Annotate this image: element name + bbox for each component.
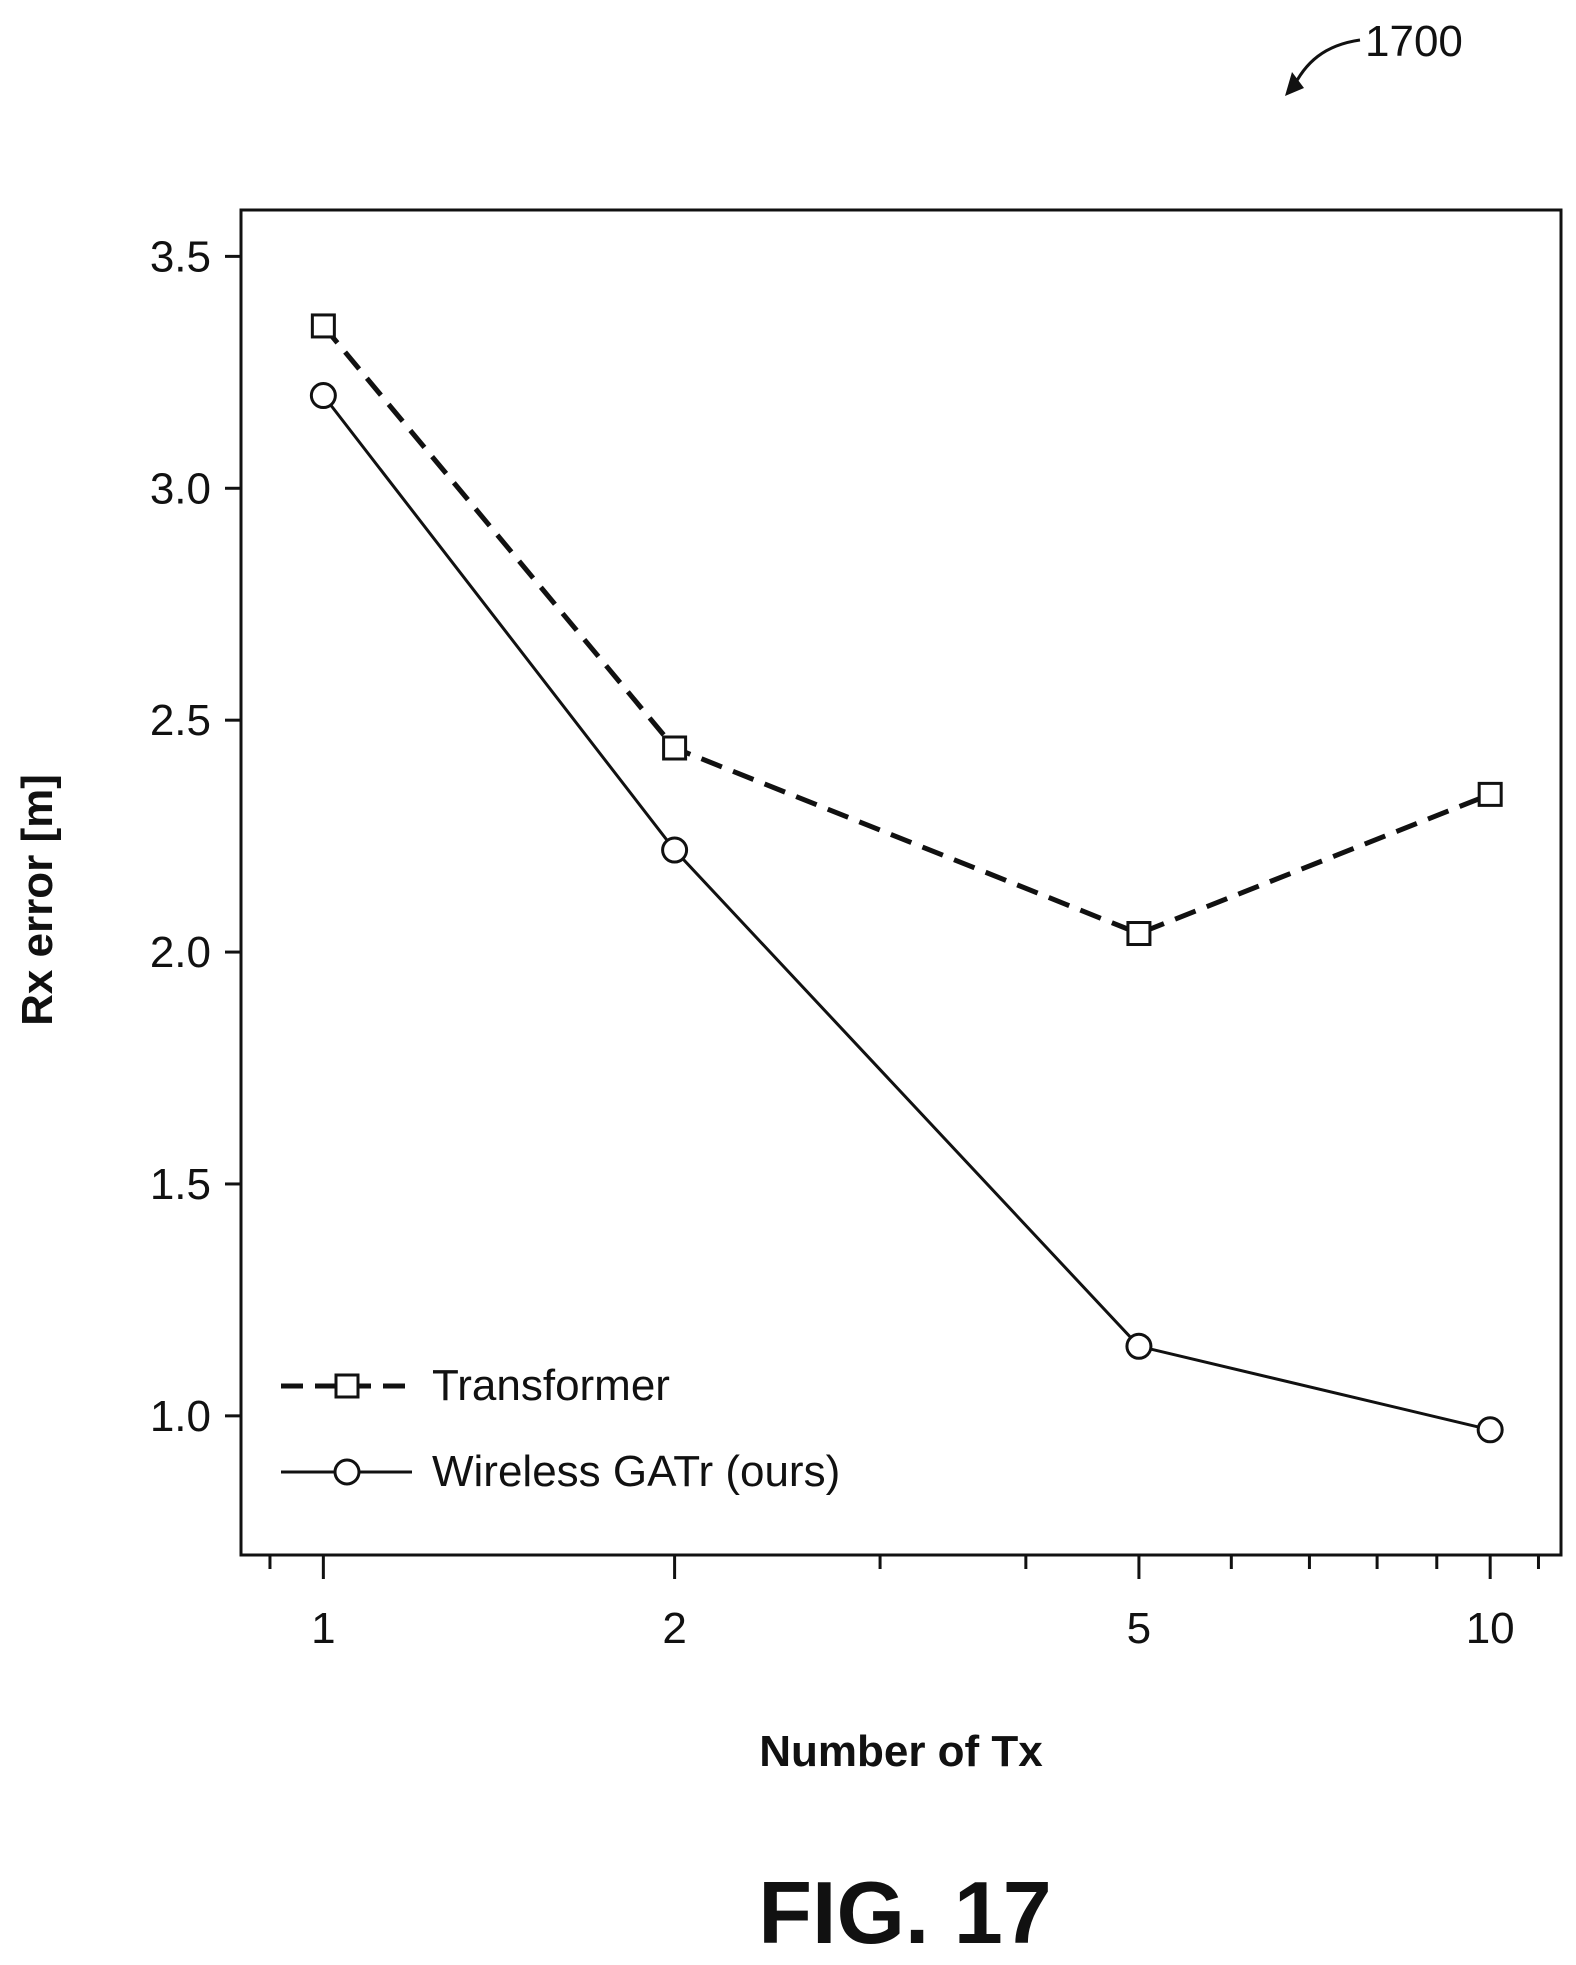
x-tick-label: 2	[662, 1604, 686, 1653]
y-axis: 1.0 1.5 2.0 2.5 3.0 3.5	[150, 232, 241, 1441]
y-tick-label: 1.5	[150, 1160, 211, 1209]
reference-number: 1700	[1365, 17, 1463, 66]
data-point-transformer	[662, 735, 688, 761]
series-line-transformer	[321, 324, 1492, 937]
legend-marker-transformer	[334, 1373, 360, 1399]
y-tick-label: 2.5	[150, 696, 211, 745]
plot-area	[239, 208, 1563, 1557]
x-axis: 1 2 5 10	[268, 1555, 1540, 1653]
reference-arrow	[1290, 38, 1361, 91]
data-point-transformer	[310, 313, 336, 339]
data-point-wireless-gatr-ours	[1125, 1332, 1153, 1360]
series-line-wireless-gatr-ours	[322, 394, 1491, 1432]
x-tick-label: 5	[1127, 1604, 1151, 1653]
data-point-wireless-gatr-ours	[309, 382, 337, 410]
data-point-transformer	[1477, 781, 1503, 807]
y-tick-label: 1.0	[150, 1392, 211, 1441]
figure-caption: FIG. 17	[758, 1863, 1051, 1962]
y-tick-label: 2.0	[150, 928, 211, 977]
data-point-wireless-gatr-ours	[661, 836, 689, 864]
data-point-wireless-gatr-ours	[1476, 1416, 1504, 1444]
y-tick-label: 3.5	[150, 232, 211, 281]
data-point-transformer	[1126, 921, 1152, 947]
x-tick-label: 10	[1466, 1604, 1515, 1653]
legend: Transformer Wireless GATr (ours)	[281, 1361, 840, 1496]
legend-label-wireless-gatr: Wireless GATr (ours)	[432, 1447, 840, 1496]
y-tick-label: 3.0	[150, 464, 211, 513]
series-layer	[309, 313, 1504, 1444]
x-tick-label: 1	[311, 1604, 335, 1653]
legend-label-transformer: Transformer	[432, 1361, 670, 1410]
legend-marker-wireless-gatr	[333, 1458, 361, 1486]
x-axis-title: Number of Tx	[759, 1727, 1043, 1776]
reference-arrow-head	[1285, 72, 1304, 96]
y-axis-title: Rx error [m]	[13, 774, 62, 1026]
